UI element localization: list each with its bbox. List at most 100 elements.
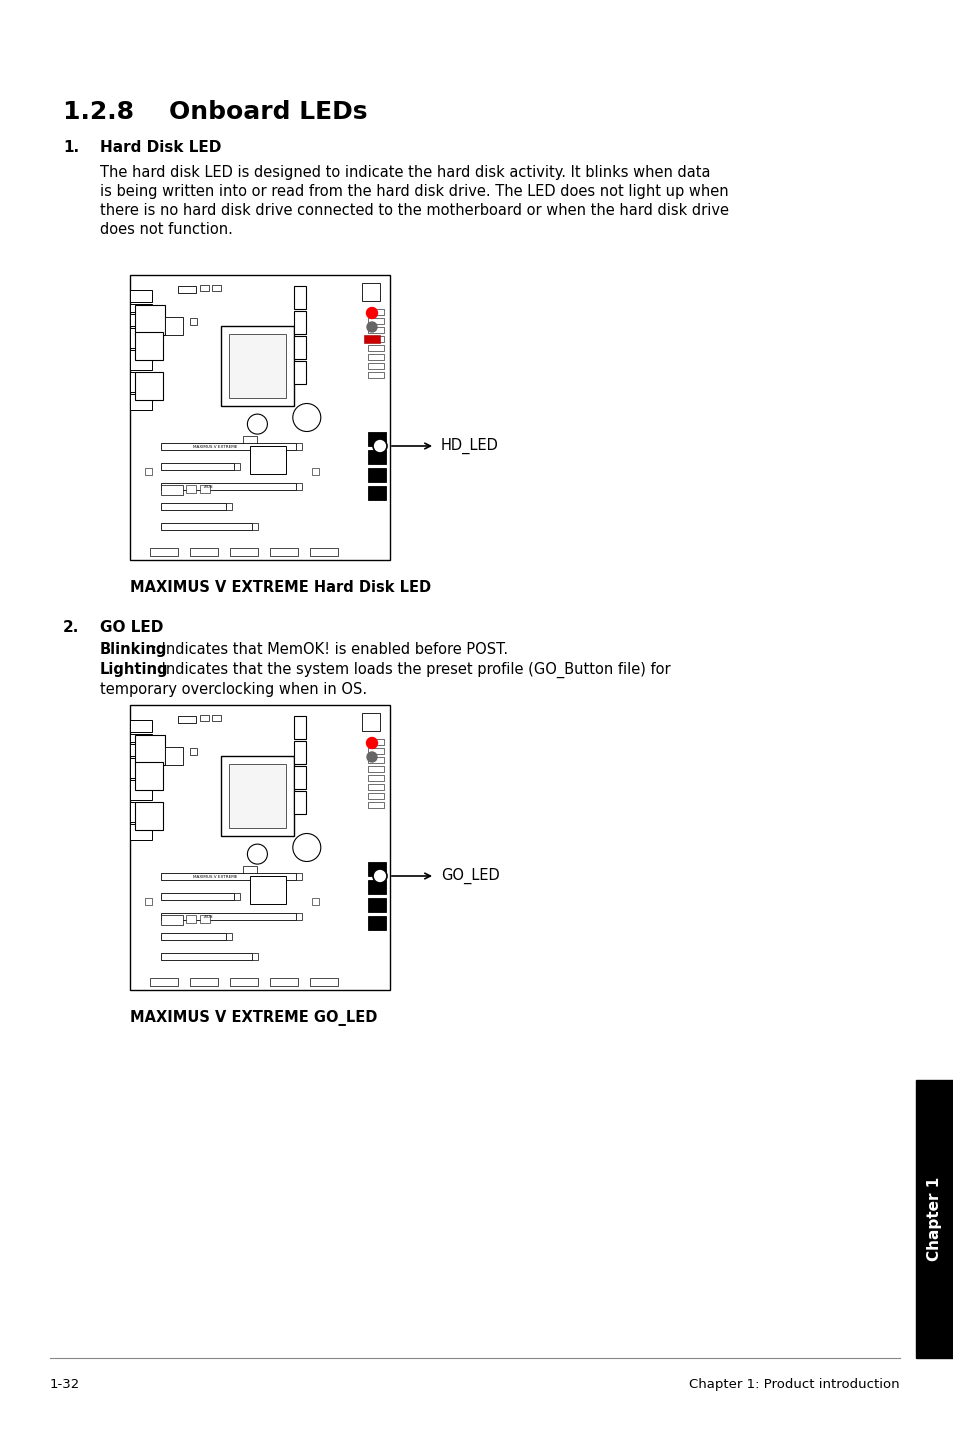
- Bar: [294, 336, 306, 360]
- Bar: [233, 893, 240, 900]
- Bar: [368, 861, 386, 876]
- Bar: [368, 756, 384, 764]
- Text: 2.: 2.: [63, 620, 79, 636]
- Bar: [368, 326, 384, 334]
- Bar: [161, 893, 233, 900]
- Bar: [230, 362, 236, 370]
- Bar: [368, 345, 384, 351]
- Bar: [915, 1080, 953, 1357]
- Bar: [135, 372, 163, 400]
- Text: /SUS: /SUS: [204, 915, 213, 919]
- Circle shape: [367, 322, 376, 332]
- Bar: [221, 326, 294, 406]
- Bar: [130, 394, 152, 410]
- Bar: [368, 318, 384, 324]
- Circle shape: [247, 844, 267, 864]
- Bar: [250, 446, 286, 475]
- Bar: [226, 503, 232, 510]
- Bar: [294, 361, 306, 384]
- Bar: [130, 779, 152, 800]
- Bar: [212, 715, 221, 720]
- Circle shape: [293, 404, 320, 431]
- Bar: [233, 463, 240, 470]
- Text: : Indicates that the system loads the preset profile (GO_Button file) for: : Indicates that the system loads the pr…: [152, 661, 670, 679]
- Bar: [368, 431, 386, 446]
- Bar: [130, 349, 152, 370]
- Bar: [361, 283, 379, 301]
- Bar: [135, 332, 163, 360]
- Bar: [130, 743, 152, 756]
- Bar: [178, 716, 195, 723]
- Bar: [368, 372, 384, 378]
- Bar: [368, 897, 386, 912]
- Bar: [161, 873, 296, 880]
- Text: MAXIMUS V EXTREME Hard Disk LED: MAXIMUS V EXTREME Hard Disk LED: [130, 580, 431, 595]
- Circle shape: [366, 308, 377, 318]
- Bar: [368, 354, 384, 360]
- Bar: [161, 443, 296, 450]
- Bar: [250, 876, 286, 905]
- Text: GO_LED: GO_LED: [440, 869, 499, 884]
- Bar: [368, 309, 384, 315]
- Bar: [186, 485, 196, 493]
- Bar: [161, 913, 296, 920]
- Bar: [310, 548, 337, 557]
- Bar: [130, 720, 152, 732]
- Bar: [368, 362, 384, 370]
- Bar: [229, 334, 286, 398]
- Circle shape: [293, 834, 320, 861]
- Bar: [226, 933, 232, 940]
- Bar: [150, 978, 178, 986]
- Bar: [130, 328, 152, 348]
- Bar: [200, 485, 210, 493]
- Bar: [294, 716, 306, 739]
- Text: 1-32: 1-32: [50, 1378, 80, 1391]
- Text: 1.2.8    Onboard LEDs: 1.2.8 Onboard LEDs: [63, 101, 367, 124]
- Bar: [310, 978, 337, 986]
- Bar: [270, 978, 297, 986]
- Bar: [190, 318, 196, 325]
- Bar: [361, 713, 379, 731]
- Bar: [221, 756, 294, 835]
- Bar: [252, 953, 258, 961]
- Text: Lighting: Lighting: [100, 661, 169, 677]
- Bar: [252, 523, 258, 531]
- Bar: [364, 335, 379, 344]
- Bar: [145, 467, 152, 475]
- Text: /SUS: /SUS: [204, 485, 213, 489]
- Bar: [294, 286, 306, 309]
- Bar: [294, 324, 302, 329]
- Bar: [161, 483, 296, 490]
- Bar: [368, 739, 384, 745]
- Bar: [130, 733, 152, 742]
- Bar: [368, 486, 386, 500]
- Bar: [161, 933, 226, 940]
- Bar: [135, 305, 165, 335]
- Bar: [312, 467, 318, 475]
- Text: 1.: 1.: [63, 139, 79, 155]
- Bar: [368, 880, 386, 894]
- Bar: [368, 784, 384, 789]
- Bar: [161, 523, 252, 531]
- Bar: [200, 915, 210, 923]
- Circle shape: [247, 414, 267, 434]
- Bar: [296, 443, 302, 450]
- Bar: [165, 746, 183, 765]
- Bar: [130, 705, 390, 989]
- Bar: [312, 897, 318, 905]
- Text: is being written into or read from the hard disk drive. The LED does not light u: is being written into or read from the h…: [100, 184, 728, 198]
- Bar: [296, 483, 302, 490]
- Bar: [190, 548, 218, 557]
- Circle shape: [367, 752, 376, 762]
- Bar: [190, 978, 218, 986]
- Bar: [190, 748, 196, 755]
- Bar: [130, 313, 152, 326]
- Text: HD_LED: HD_LED: [440, 439, 498, 454]
- Bar: [296, 873, 302, 880]
- Bar: [130, 758, 152, 778]
- Bar: [368, 336, 384, 342]
- Circle shape: [373, 869, 387, 883]
- Bar: [294, 741, 306, 764]
- Text: : Indicates that MemOK! is enabled before POST.: : Indicates that MemOK! is enabled befor…: [152, 641, 508, 657]
- Bar: [230, 792, 236, 800]
